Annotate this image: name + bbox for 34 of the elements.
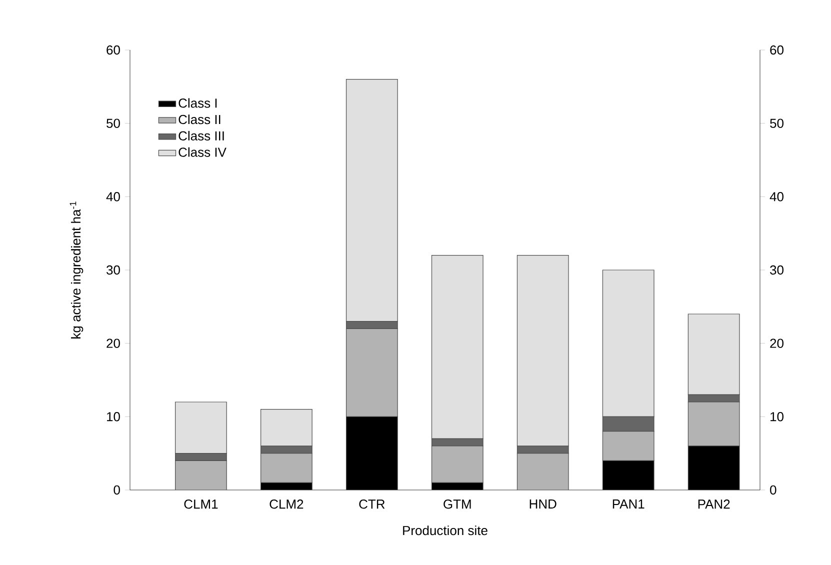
y2-tick-label: 30 <box>770 265 784 275</box>
legend-label: Class III <box>178 130 224 140</box>
bar <box>602 431 654 461</box>
x-tick-label: CLM1 <box>184 500 218 509</box>
x-axis-title: Production site <box>403 526 488 536</box>
y-tick-label: 0 <box>114 485 120 495</box>
bar <box>175 460 227 490</box>
bar <box>346 328 398 417</box>
x-tick-label: CTR <box>359 500 385 509</box>
legend-label: Class IV <box>178 147 226 157</box>
y2-tick-label: 20 <box>770 338 784 348</box>
y2-tick-label: 40 <box>770 192 784 202</box>
y2-tick-label: 0 <box>770 485 776 495</box>
x-tick-label: HND <box>530 500 556 508</box>
bar <box>688 402 740 446</box>
y2-tick-label: 60 <box>770 45 784 55</box>
x-tick-label: PAN1 <box>612 500 644 508</box>
y-tick-label: 50 <box>106 118 120 128</box>
x-tick-label: CLM2 <box>270 500 304 509</box>
y-tick-label: 40 <box>106 192 120 202</box>
y2-tick-label: 50 <box>770 118 784 128</box>
legend-label: Class I <box>178 98 217 108</box>
y-tick-label: 30 <box>106 265 120 275</box>
y2-tick-label: 10 <box>770 412 784 422</box>
x-tick-label: GTM <box>444 500 471 509</box>
legend-label: Class II <box>178 114 220 124</box>
bar <box>260 453 312 483</box>
bar <box>516 453 569 490</box>
bar <box>431 446 484 483</box>
y-tick-label: 20 <box>106 338 120 348</box>
y-axis-title: kg active ingredient ha$^{-1}$ <box>70 202 84 338</box>
y-tick-label: 60 <box>106 45 120 55</box>
x-tick-label: PAN2 <box>698 500 730 509</box>
y-tick-label: 10 <box>107 412 120 422</box>
